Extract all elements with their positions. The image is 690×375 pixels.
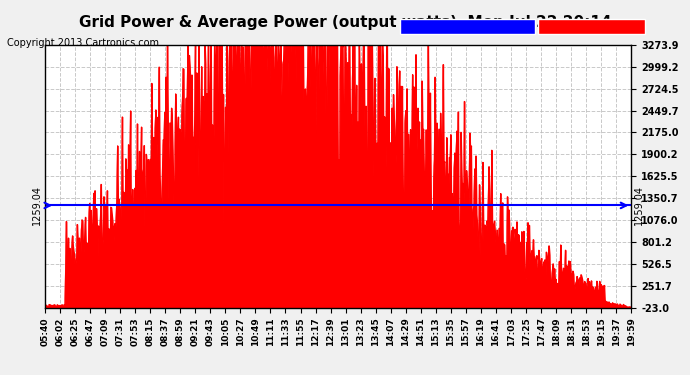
Text: Copyright 2013 Cartronics.com: Copyright 2013 Cartronics.com bbox=[7, 38, 159, 48]
Text: 1259.04: 1259.04 bbox=[32, 185, 41, 225]
Text: 1259.04: 1259.04 bbox=[634, 185, 644, 225]
Text: Grid  (AC Watts): Grid (AC Watts) bbox=[542, 21, 631, 31]
Text: Grid Power & Average Power (output watts)  Mon Jul 22 20:14: Grid Power & Average Power (output watts… bbox=[79, 15, 611, 30]
Text: Average (AC Watts): Average (AC Watts) bbox=[404, 21, 511, 31]
